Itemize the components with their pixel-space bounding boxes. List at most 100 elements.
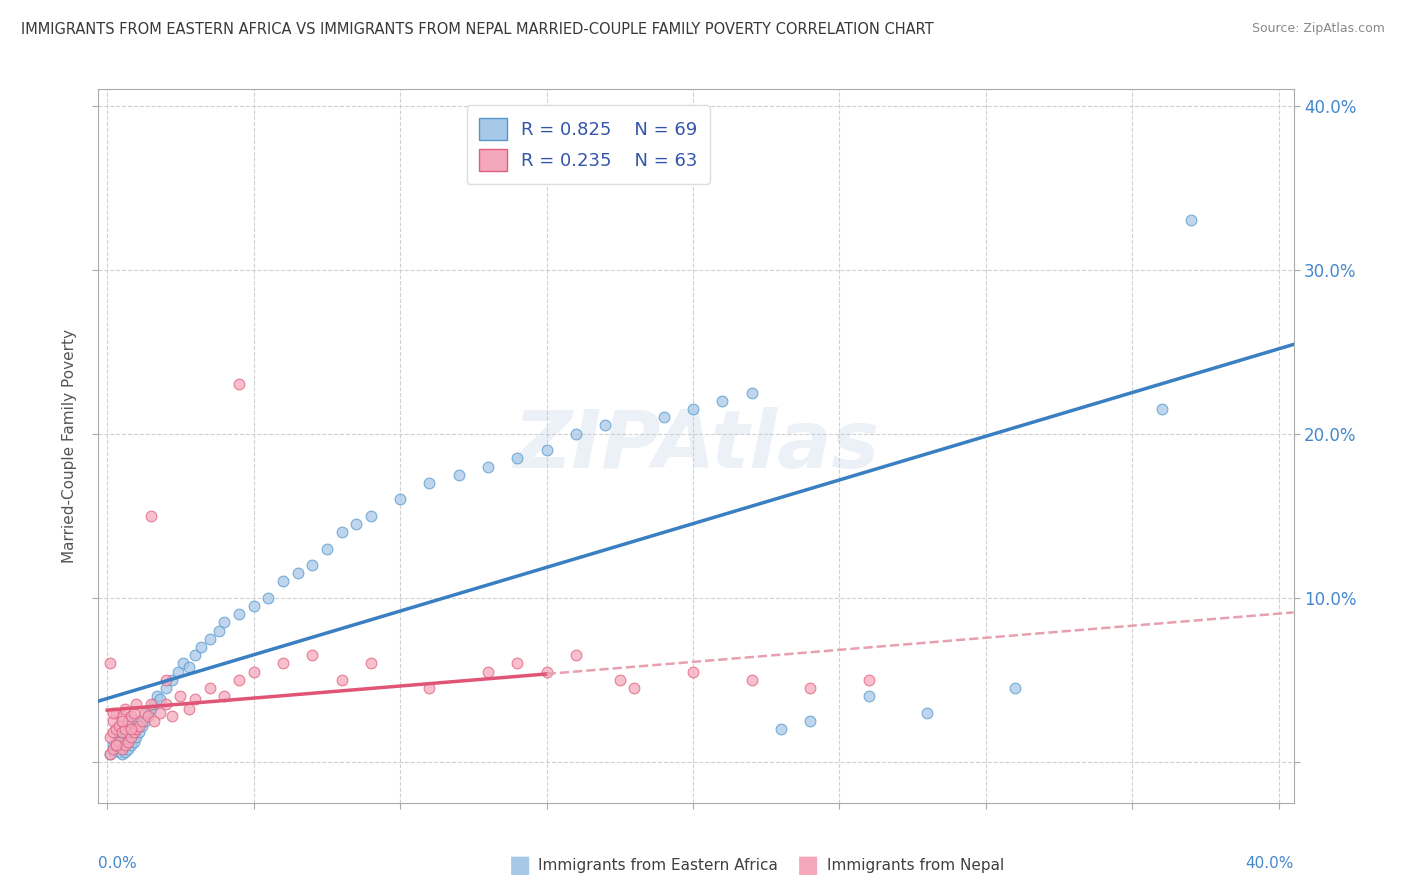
Point xyxy=(98,747,121,761)
Point xyxy=(111,735,134,749)
Point xyxy=(155,673,177,687)
Point xyxy=(108,719,131,733)
Point xyxy=(242,599,264,613)
Point xyxy=(146,689,169,703)
Point xyxy=(565,648,588,662)
Point xyxy=(105,722,127,736)
Point xyxy=(149,692,172,706)
Point xyxy=(117,725,139,739)
Point xyxy=(125,722,148,736)
Point xyxy=(117,714,139,728)
Text: ■: ■ xyxy=(797,854,820,877)
Point xyxy=(125,730,148,744)
Point xyxy=(169,689,191,703)
Text: Immigrants from Eastern Africa: Immigrants from Eastern Africa xyxy=(538,858,779,872)
Point xyxy=(134,714,156,728)
Point xyxy=(271,657,294,671)
Legend: R = 0.825    N = 69, R = 0.235    N = 63: R = 0.825 N = 69, R = 0.235 N = 63 xyxy=(467,105,710,184)
Point xyxy=(134,706,156,720)
Point xyxy=(120,730,142,744)
Point xyxy=(198,681,221,695)
Point xyxy=(389,492,412,507)
Point xyxy=(122,706,145,720)
Point xyxy=(179,702,201,716)
Point xyxy=(506,657,529,671)
Point xyxy=(315,541,337,556)
Point xyxy=(111,741,134,756)
Point xyxy=(117,741,139,756)
Point xyxy=(207,624,229,638)
Point xyxy=(1150,402,1173,417)
Point xyxy=(506,451,529,466)
Text: 40.0%: 40.0% xyxy=(1246,856,1294,871)
Point xyxy=(711,393,734,408)
Point xyxy=(447,467,470,482)
Point xyxy=(108,739,131,753)
Text: ZIPAtlas: ZIPAtlas xyxy=(513,407,879,485)
Point xyxy=(477,665,499,679)
Point xyxy=(131,714,153,728)
Point xyxy=(858,689,880,703)
Point xyxy=(344,516,367,531)
Point xyxy=(257,591,280,605)
Point xyxy=(536,665,558,679)
Point xyxy=(155,698,177,712)
Point xyxy=(287,566,309,581)
Point xyxy=(330,525,353,540)
Point xyxy=(330,673,353,687)
Point xyxy=(111,714,134,728)
Point xyxy=(98,730,121,744)
Point xyxy=(120,739,142,753)
Point xyxy=(536,443,558,458)
Point xyxy=(136,706,159,720)
Point xyxy=(114,739,136,753)
Point xyxy=(105,741,127,756)
Point xyxy=(214,615,236,630)
Point xyxy=(98,747,121,761)
Point xyxy=(682,402,704,417)
Text: 0.0%: 0.0% xyxy=(98,856,138,871)
Point xyxy=(609,673,631,687)
Point xyxy=(117,714,139,728)
Point xyxy=(741,673,763,687)
Point xyxy=(141,698,163,712)
Point xyxy=(184,692,207,706)
Point xyxy=(799,714,821,728)
Point xyxy=(179,659,201,673)
Point xyxy=(769,722,792,736)
Point xyxy=(301,648,323,662)
Point xyxy=(111,725,134,739)
Point xyxy=(160,673,183,687)
Point xyxy=(360,657,382,671)
Point xyxy=(114,702,136,716)
Point xyxy=(172,657,194,671)
Point xyxy=(117,735,139,749)
Point xyxy=(301,558,323,572)
Point xyxy=(111,709,134,723)
Point xyxy=(141,702,163,716)
Text: IMMIGRANTS FROM EASTERN AFRICA VS IMMIGRANTS FROM NEPAL MARRIED-COUPLE FAMILY PO: IMMIGRANTS FROM EASTERN AFRICA VS IMMIGR… xyxy=(21,22,934,37)
Point xyxy=(141,508,163,523)
Text: ■: ■ xyxy=(509,854,531,877)
Point xyxy=(160,709,183,723)
Point xyxy=(114,722,136,736)
Point xyxy=(271,574,294,589)
Point xyxy=(652,410,675,425)
Point xyxy=(122,735,145,749)
Point xyxy=(101,706,124,720)
Point xyxy=(108,730,131,744)
Point xyxy=(477,459,499,474)
Point xyxy=(198,632,221,646)
Point xyxy=(565,426,588,441)
Y-axis label: Married-Couple Family Poverty: Married-Couple Family Poverty xyxy=(62,329,77,563)
Point xyxy=(143,714,166,728)
Point xyxy=(108,745,131,759)
Point xyxy=(418,475,440,490)
Point xyxy=(418,681,440,695)
Point xyxy=(128,719,150,733)
Point xyxy=(101,739,124,753)
Point xyxy=(149,706,172,720)
Point xyxy=(105,739,127,753)
Point xyxy=(184,648,207,662)
Point xyxy=(122,725,145,739)
